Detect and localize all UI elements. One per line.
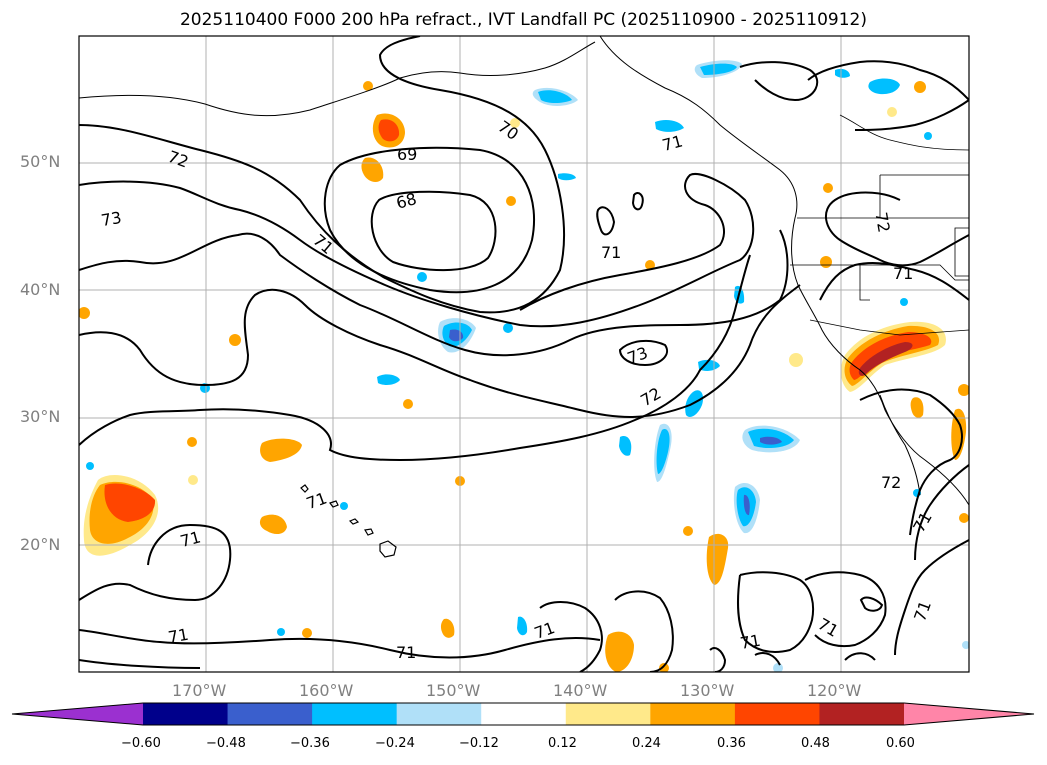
contour-label: 69 <box>397 145 417 164</box>
contour-label: 71 <box>739 631 762 653</box>
contour-label: 71 <box>893 264 913 283</box>
colorbar-swatch <box>396 703 482 725</box>
colorbar-swatch <box>565 703 651 725</box>
colorbar-tick-label: −0.36 <box>290 736 330 751</box>
shaded-fields <box>79 60 969 672</box>
colorbar-swatch <box>734 703 820 725</box>
contour-label: 71 <box>178 527 203 551</box>
contour-label: 73 <box>100 208 123 230</box>
colorbar-swatch <box>227 703 313 725</box>
colorbar-outline <box>11 702 1035 726</box>
colorbar-tick-label: −0.12 <box>459 736 499 751</box>
lon-label: 170°W <box>172 681 227 700</box>
colorbar-extend-low <box>12 703 143 725</box>
coastlines <box>79 36 969 506</box>
colorbar-tick-label: −0.60 <box>121 736 161 751</box>
colorbar-extend-high <box>904 703 1034 725</box>
colorbar-tick-label: 0.48 <box>801 736 830 751</box>
colorbar-tick-label: −0.24 <box>375 736 415 751</box>
contour-label: 71 <box>167 625 190 647</box>
lat-label: 30°N <box>20 407 61 426</box>
contour-label: 71 <box>601 243 621 262</box>
colorbar-swatch <box>481 703 567 725</box>
contour-label: 72 <box>881 473 901 492</box>
contour-label: 71 <box>396 643 416 662</box>
lat-label: 40°N <box>20 280 61 299</box>
lat-label: 50°N <box>20 152 61 171</box>
lon-label: 140°W <box>553 681 608 700</box>
contour-lines <box>79 36 969 672</box>
hawaii-islands <box>300 484 397 558</box>
map-title: 2025110400 F000 200 hPa refract., IVT La… <box>179 10 867 30</box>
lon-label: 150°W <box>426 681 481 700</box>
contour-label: 68 <box>394 189 419 213</box>
colorbar-tick-label: 0.12 <box>548 736 577 751</box>
colorbar-tick-label: 0.36 <box>717 736 746 751</box>
map-frame <box>78 35 970 673</box>
colorbar-swatch <box>819 703 905 725</box>
colorbar-swatch <box>650 703 736 725</box>
lat-label: 20°N <box>20 535 61 554</box>
gridlines <box>79 36 969 672</box>
lon-label: 120°W <box>807 681 862 700</box>
colorbar-swatch <box>143 703 229 725</box>
colorbar-tick-label: 0.24 <box>632 736 661 751</box>
lon-label: 130°W <box>680 681 735 700</box>
contour-label: 72 <box>871 211 893 234</box>
colorbar-tick-label: −0.48 <box>206 736 246 751</box>
contour-label: 71 <box>660 131 685 155</box>
lon-label: 160°W <box>299 681 354 700</box>
colorbar-swatch <box>312 703 398 725</box>
colorbar-tick-label: 0.60 <box>886 736 915 751</box>
colorbar <box>11 702 1035 726</box>
